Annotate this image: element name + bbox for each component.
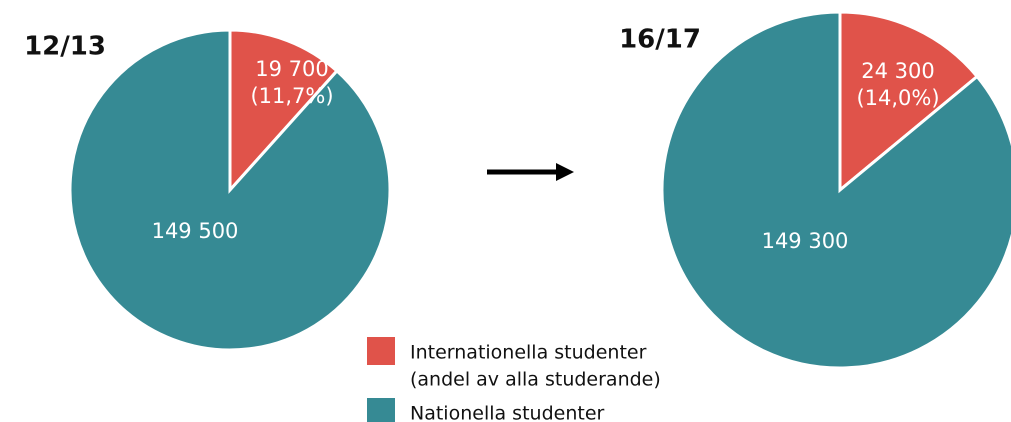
value-label: 19 700 bbox=[255, 57, 328, 81]
share-label: (11,7%) bbox=[250, 84, 333, 108]
pie-title: 12/13 bbox=[24, 32, 106, 62]
arrow bbox=[487, 163, 574, 181]
legend-label: Internationella studenter bbox=[410, 342, 647, 364]
value-label: 24 300 bbox=[861, 59, 934, 83]
value-label: 149 300 bbox=[762, 229, 849, 253]
pie-slice bbox=[228, 28, 340, 194]
legend-label: Nationella studenter bbox=[410, 403, 605, 422]
pie-slice bbox=[660, 10, 1011, 370]
legend-swatch bbox=[367, 398, 395, 422]
share-label: (14,0%) bbox=[856, 86, 939, 110]
pie-slice bbox=[838, 10, 980, 194]
pie-slice bbox=[68, 28, 392, 352]
legend-swatch bbox=[367, 337, 395, 365]
value-label: 149 500 bbox=[152, 219, 239, 243]
pie-title: 16/17 bbox=[619, 25, 701, 55]
legend-label: (andel av alla studerande) bbox=[410, 369, 661, 391]
